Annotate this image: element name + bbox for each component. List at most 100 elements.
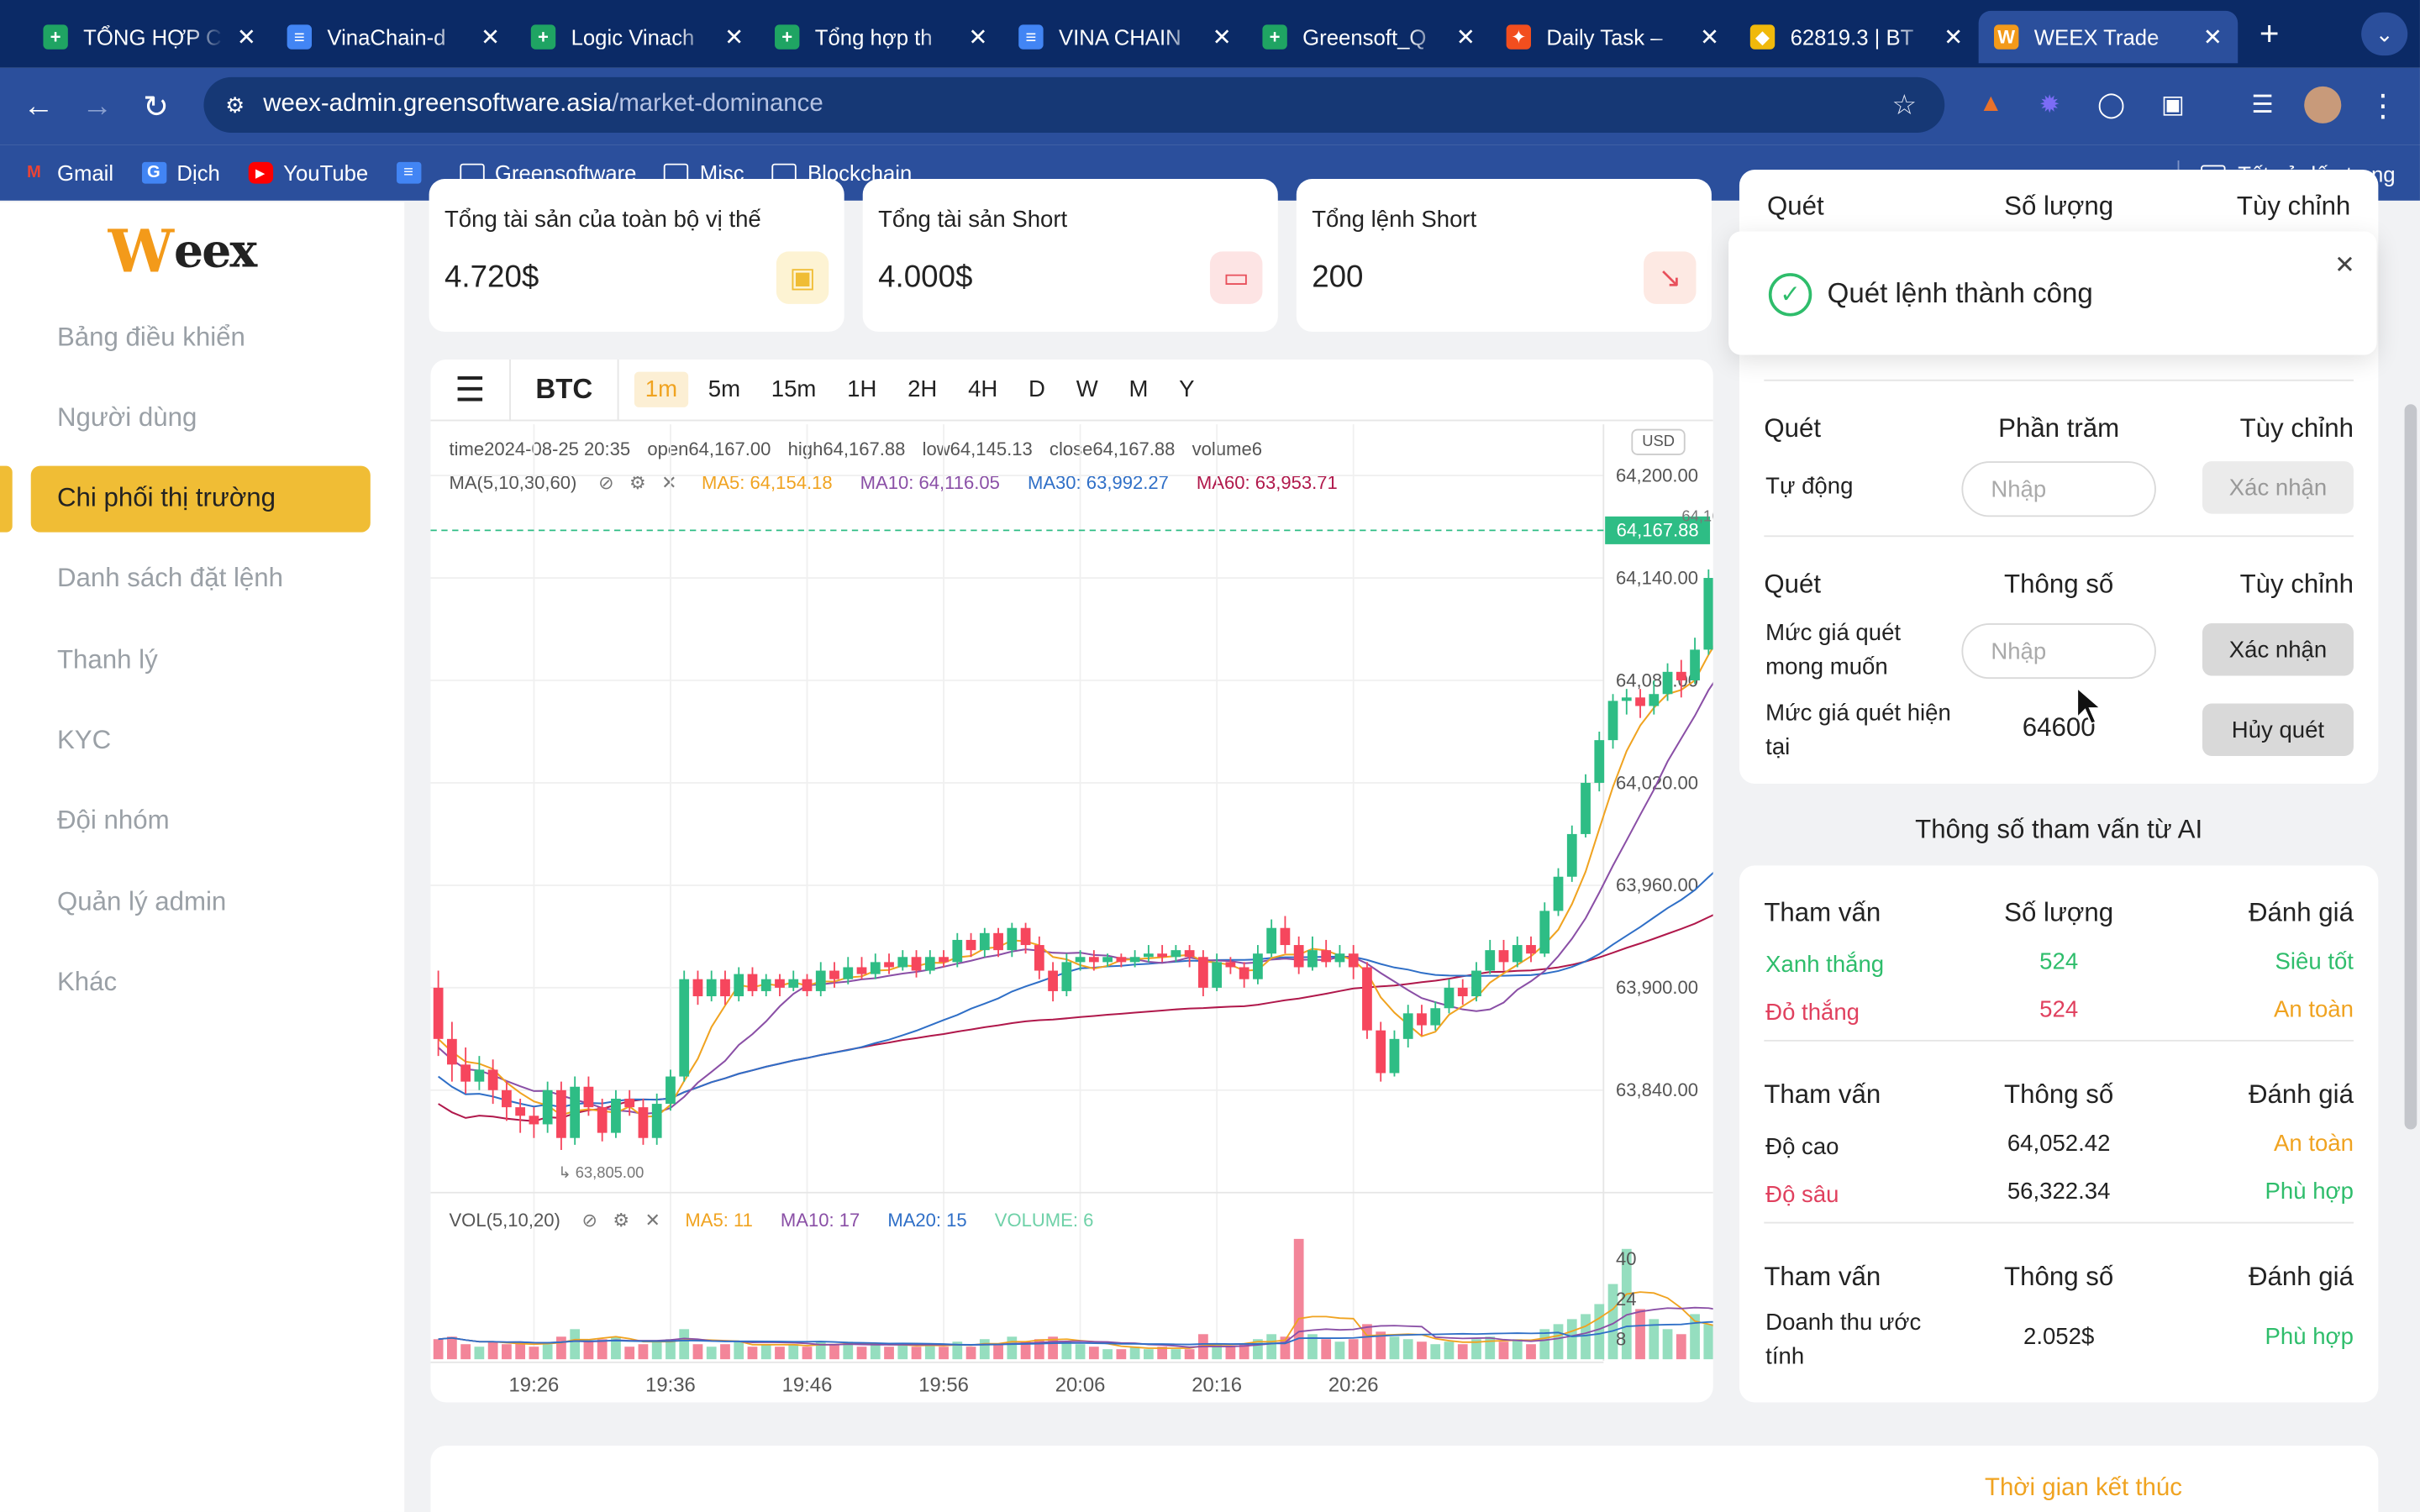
interval-M[interactable]: M <box>1128 376 1149 403</box>
shield-icon[interactable]: ◯ <box>2097 92 2126 119</box>
metamask-icon[interactable]: ▲ <box>1978 91 2003 118</box>
sidebar-item[interactable]: Thanh lý <box>56 644 158 675</box>
bookmark-item[interactable]: M Gmail <box>22 160 113 185</box>
interval-1m[interactable]: 1m <box>634 371 688 407</box>
sidebar-item[interactable]: Bảng điều khiển <box>56 321 245 351</box>
tab-close-icon[interactable]: ✕ <box>1212 24 1232 51</box>
bookmark-item[interactable]: ▶ YouTube <box>247 160 368 185</box>
candle-body <box>979 932 990 951</box>
bookmark-label: Dịch <box>176 160 220 186</box>
cancel-scan-button[interactable]: Hủy quét <box>2202 703 2354 756</box>
volume-bar <box>884 1347 894 1360</box>
interval-1H[interactable]: 1H <box>847 376 877 403</box>
tab-search-icon[interactable]: ⌄ <box>2361 12 2408 56</box>
browser-tab[interactable]: + Logic Vinach ✕ <box>515 11 759 63</box>
more-menu-icon[interactable]: ⋮ <box>2367 88 2399 123</box>
sidebar-item[interactable]: Người dùng <box>56 402 197 432</box>
bookmark-item[interactable]: ≡ <box>396 161 431 184</box>
tab-close-icon[interactable]: ✕ <box>724 24 744 51</box>
volume-bar <box>502 1344 512 1360</box>
eye-off-icon[interactable]: ⊘ <box>598 472 614 494</box>
interval-4H[interactable]: 4H <box>968 376 998 403</box>
close-icon[interactable]: ✕ <box>661 472 677 494</box>
vol-ma-value: MA5: 11 <box>685 1209 753 1231</box>
volume-bar <box>1020 1341 1031 1360</box>
volume-bar <box>1430 1344 1441 1360</box>
candle-body <box>1088 957 1099 963</box>
extensions-puzzle-icon[interactable]: ▣ <box>2161 92 2185 119</box>
settings-icon[interactable]: ⚙ <box>613 1209 630 1231</box>
sidebar-item[interactable]: Đội nhóm <box>56 806 170 836</box>
browser-tab[interactable]: ◆ 62819.3 | BT ✕ <box>1734 11 1978 63</box>
interval-5m[interactable]: 5m <box>708 376 741 403</box>
settings-icon[interactable]: ⚙ <box>629 472 646 494</box>
sidebar-item[interactable]: Danh sách đặt lệnh <box>56 564 284 594</box>
chart-menu-icon[interactable]: ☰ <box>430 359 511 421</box>
desired-price-input[interactable]: Nhập <box>1961 623 2156 680</box>
candle-body <box>570 1086 581 1138</box>
interval-15m[interactable]: 15m <box>771 376 817 403</box>
confirm-percent-button[interactable]: Xác nhận <box>2202 461 2354 514</box>
eye-off-icon[interactable]: ⊘ <box>581 1209 598 1231</box>
close-icon[interactable]: ✕ <box>644 1209 660 1231</box>
candle-body <box>1539 911 1550 954</box>
tab-close-icon[interactable]: ✕ <box>968 24 988 51</box>
page-scrollbar[interactable] <box>2404 404 2417 1130</box>
browser-tab[interactable]: + TỔNG HỢP C ✕ <box>28 11 271 63</box>
volume-bar <box>692 1344 703 1360</box>
volume-bar <box>1007 1336 1018 1360</box>
new-tab-icon[interactable]: + <box>2259 13 2280 53</box>
site-info-icon[interactable]: ⚙ <box>225 92 245 117</box>
volume-bar <box>1621 1248 1632 1360</box>
tab-close-icon[interactable]: ✕ <box>2202 24 2223 51</box>
interval-D[interactable]: D <box>1028 376 1045 403</box>
sidebar-item[interactable]: Chi phối thị trường <box>30 465 371 532</box>
tab-close-icon[interactable]: ✕ <box>1944 24 1964 51</box>
browser-tab[interactable]: ✦ Daily Task – ✕ <box>1491 11 1734 63</box>
candle-body <box>1417 1013 1427 1026</box>
browser-tab[interactable]: + Tổng hợp th ✕ <box>760 11 1003 63</box>
row-value: 64,052.42 <box>2007 1131 2111 1158</box>
interval-2H[interactable]: 2H <box>908 376 938 403</box>
toast-message: Quét lệnh thành công <box>1827 277 2093 309</box>
confirm-price-button[interactable]: Xác nhận <box>2202 623 2354 676</box>
back-icon[interactable]: ← <box>23 88 55 123</box>
price-tick-label: 63,960.00 <box>1616 874 1698 895</box>
browser-tab[interactable]: ≡ VINA CHAIN ✕ <box>1003 11 1247 63</box>
media-controls-icon[interactable]: ☰ <box>2251 92 2274 119</box>
address-bar[interactable]: ⚙ weex-admin.greensoftware.asia/market-d… <box>203 76 1945 133</box>
tab-close-icon[interactable]: ✕ <box>1699 24 1720 51</box>
sidebar-item[interactable]: Khác <box>56 967 118 997</box>
interval-W[interactable]: W <box>1076 376 1098 403</box>
reload-icon[interactable]: ↻ <box>143 90 169 124</box>
currency-badge[interactable]: USD <box>1631 428 1686 455</box>
candle-body <box>815 970 826 991</box>
candle-body <box>542 1089 553 1125</box>
tab-close-icon[interactable]: ✕ <box>480 24 501 51</box>
percent-input[interactable]: Nhập <box>1961 461 2156 517</box>
volume-bar <box>1566 1319 1577 1360</box>
volume-bar <box>1471 1339 1481 1360</box>
bookmark-item[interactable]: G Dịch <box>141 160 220 185</box>
volume-bar <box>1362 1324 1372 1360</box>
interval-Y[interactable]: Y <box>1179 376 1195 403</box>
tab-close-icon[interactable]: ✕ <box>1455 24 1476 51</box>
bookmark-star-icon[interactable]: ☆ <box>1891 88 1918 120</box>
chart-symbol[interactable]: BTC <box>511 359 619 421</box>
forward-icon[interactable]: → <box>82 88 113 123</box>
sidebar-item[interactable]: KYC <box>56 725 112 755</box>
toast-close-icon[interactable]: ✕ <box>2334 253 2355 280</box>
profile-avatar[interactable] <box>2304 86 2342 123</box>
browser-tab[interactable]: + Greensoft_Q ✕ <box>1247 11 1491 63</box>
volume-bar <box>679 1329 690 1360</box>
browser-tab[interactable]: W WEEX Trade ✕ <box>1978 10 2238 64</box>
browser-tab[interactable]: ≡ VinaChain-d ✕ <box>271 11 515 63</box>
volume-bar <box>515 1341 526 1360</box>
candle-body <box>474 1069 485 1082</box>
sidebar-item[interactable]: Quản lý admin <box>56 886 227 916</box>
candlestick-chart[interactable]: 64,200.0064,140.0064,080.0064,020.0063,9… <box>430 360 1713 1403</box>
tab-close-icon[interactable]: ✕ <box>236 24 256 51</box>
extension-gear-icon[interactable]: ✹ <box>2039 92 2060 119</box>
